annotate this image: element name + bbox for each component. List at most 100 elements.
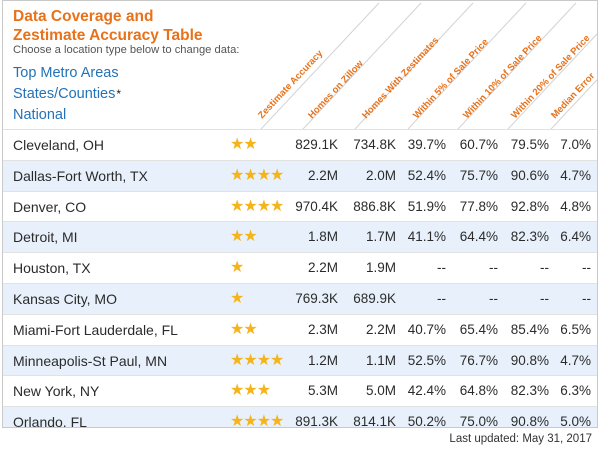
location-type-national[interactable]: National: [13, 107, 67, 123]
homes-on-zillow-cell: 891.3K: [295, 414, 338, 428]
star-icon: ★: [230, 166, 244, 184]
within-10-cell: 75.7%: [459, 167, 498, 183]
within-10-cell: 60.7%: [459, 137, 498, 152]
star-icon: ★: [243, 351, 257, 369]
table-row: Miami-Fort Lauderdale, FL ★★ 2.3M 2.2M 40.7%…: [3, 313, 597, 345]
median-error-cell: 7.0%: [560, 137, 591, 152]
within-10-cell: --: [489, 260, 498, 276]
within-5-cell: 52.4%: [407, 167, 446, 183]
homes-on-zillow-cell: 970.4K: [295, 198, 338, 214]
within-5-cell: 50.2%: [407, 414, 446, 428]
widget-title: Data Coverage and Zestimate Accuracy Tab…: [13, 7, 263, 45]
within-5-cell: 41.1%: [407, 229, 446, 245]
footnote-asterisk: *: [116, 87, 122, 101]
location-name-cell: Miami-Fort Lauderdale, FL: [13, 321, 178, 338]
star-icon: ★: [230, 228, 244, 246]
within-5-cell: 51.9%: [407, 198, 446, 214]
table-row: Dallas-Fort Worth, TX ★★★★ 2.2M 2.0M 52.4% 75…: [3, 159, 597, 191]
within-5-cell: 40.7%: [407, 321, 446, 337]
header-divider-1: [302, 2, 422, 129]
star-icon: ★: [243, 413, 257, 428]
median-error-cell: 6.5%: [560, 321, 591, 337]
star-icon: ★: [243, 197, 257, 215]
table-row: New York, NY ★★★ 5.3M 5.0M 42.4% 64.8% 82.3% 6.…: [3, 375, 597, 406]
star-icon: ★: [243, 320, 257, 338]
star-icon: ★: [230, 289, 244, 307]
star-icon: ★: [243, 228, 257, 246]
median-error-cell: --: [582, 260, 591, 276]
homes-on-zillow-cell: 769.3K: [295, 290, 338, 306]
within-10-cell: 64.8%: [459, 383, 498, 399]
median-error-cell: 6.4%: [560, 229, 591, 245]
header-divider-4: [457, 2, 577, 129]
within-20-cell: 90.8%: [510, 414, 549, 428]
within-20-cell: 90.6%: [510, 167, 549, 183]
zestimate-accuracy-rating: ★★★★: [230, 161, 284, 191]
header-divider-2: [354, 2, 474, 129]
within-5-cell: 52.5%: [407, 352, 446, 368]
within-20-cell: 92.8%: [510, 198, 549, 214]
within-10-cell: 76.7%: [459, 352, 498, 368]
location-name-cell: Houston, TX: [13, 260, 91, 277]
homes-with-zestimates-cell: 689.9K: [353, 290, 396, 306]
location-name-cell: Dallas-Fort Worth, TX: [13, 167, 148, 184]
median-error-cell: 5.0%: [560, 414, 591, 428]
within-5-cell: --: [437, 260, 446, 276]
star-icon: ★: [230, 351, 244, 369]
last-updated-note: Last updated: May 31, 2017: [449, 433, 592, 445]
homes-with-zestimates-cell: 1.1M: [365, 352, 396, 368]
star-icon: ★: [256, 197, 271, 215]
header-divider-5: [507, 33, 597, 129]
star-icon: ★: [230, 259, 244, 277]
location-type-top-metro-areas[interactable]: Top Metro Areas: [13, 65, 119, 81]
star-icon: ★: [270, 166, 284, 184]
star-icon: ★: [230, 136, 244, 153]
zestimate-accuracy-rating: ★: [230, 253, 244, 283]
location-name-cell: New York, NY: [13, 383, 100, 400]
homes-with-zestimates-cell: 886.8K: [353, 198, 396, 214]
table-row: Denver, CO ★★★★ 970.4K 886.8K 51.9% 77.8% 92.8…: [3, 190, 597, 222]
median-error-cell: 6.3%: [560, 383, 591, 399]
star-icon: ★: [256, 351, 271, 369]
within-5-cell: 42.4%: [407, 383, 446, 399]
homes-with-zestimates-cell: 734.8K: [353, 137, 396, 152]
header-divider-lines: [260, 2, 597, 129]
star-icon: ★: [256, 382, 271, 400]
table-row: Orlando, FL ★★★★ 891.3K 814.1K 50.2% 75.0% 90.…: [3, 406, 597, 428]
within-20-cell: 90.8%: [510, 352, 549, 368]
homes-on-zillow-cell: 2.2M: [307, 167, 338, 183]
star-icon: ★: [243, 136, 257, 153]
location-name-cell: Detroit, MI: [13, 229, 78, 246]
title-line-1: Data Coverage and: [13, 8, 154, 25]
zestimate-accuracy-rating: ★★★★: [230, 407, 284, 428]
location-type-states-counties[interactable]: States/Counties*: [13, 86, 122, 102]
location-name-cell: Denver, CO: [13, 198, 87, 215]
star-icon: ★: [243, 382, 257, 400]
homes-with-zestimates-cell: 1.7M: [365, 229, 396, 245]
within-10-cell: --: [489, 290, 498, 306]
homes-on-zillow-cell: 1.2M: [307, 352, 338, 368]
homes-on-zillow-cell: 829.1K: [295, 137, 338, 152]
header-divider-6: [550, 79, 597, 129]
location-type-list: Top Metro Areas States/Counties* Nationa…: [13, 63, 121, 126]
header-divider-3: [407, 2, 527, 129]
star-icon: ★: [270, 413, 284, 428]
zestimate-accuracy-rating: ★★★★: [230, 192, 284, 222]
median-error-cell: 4.7%: [560, 352, 591, 368]
median-error-cell: 4.8%: [560, 198, 591, 214]
star-icon: ★: [230, 197, 244, 215]
star-icon: ★: [230, 320, 244, 338]
within-5-cell: 39.7%: [407, 137, 446, 152]
star-icon: ★: [270, 351, 284, 369]
homes-on-zillow-cell: 2.3M: [307, 321, 338, 337]
within-10-cell: 75.0%: [459, 414, 498, 428]
homes-with-zestimates-cell: 1.9M: [365, 260, 396, 276]
median-error-cell: --: [582, 290, 591, 306]
within-10-cell: 65.4%: [459, 321, 498, 337]
table-row: Houston, TX ★ 2.2M 1.9M -- -- -- --: [3, 252, 597, 283]
within-20-cell: 82.3%: [510, 383, 549, 399]
star-icon: ★: [256, 166, 271, 184]
zestimate-accuracy-rating: ★★★: [230, 376, 271, 406]
location-type-instructions: Choose a location type below to change d…: [13, 44, 240, 56]
